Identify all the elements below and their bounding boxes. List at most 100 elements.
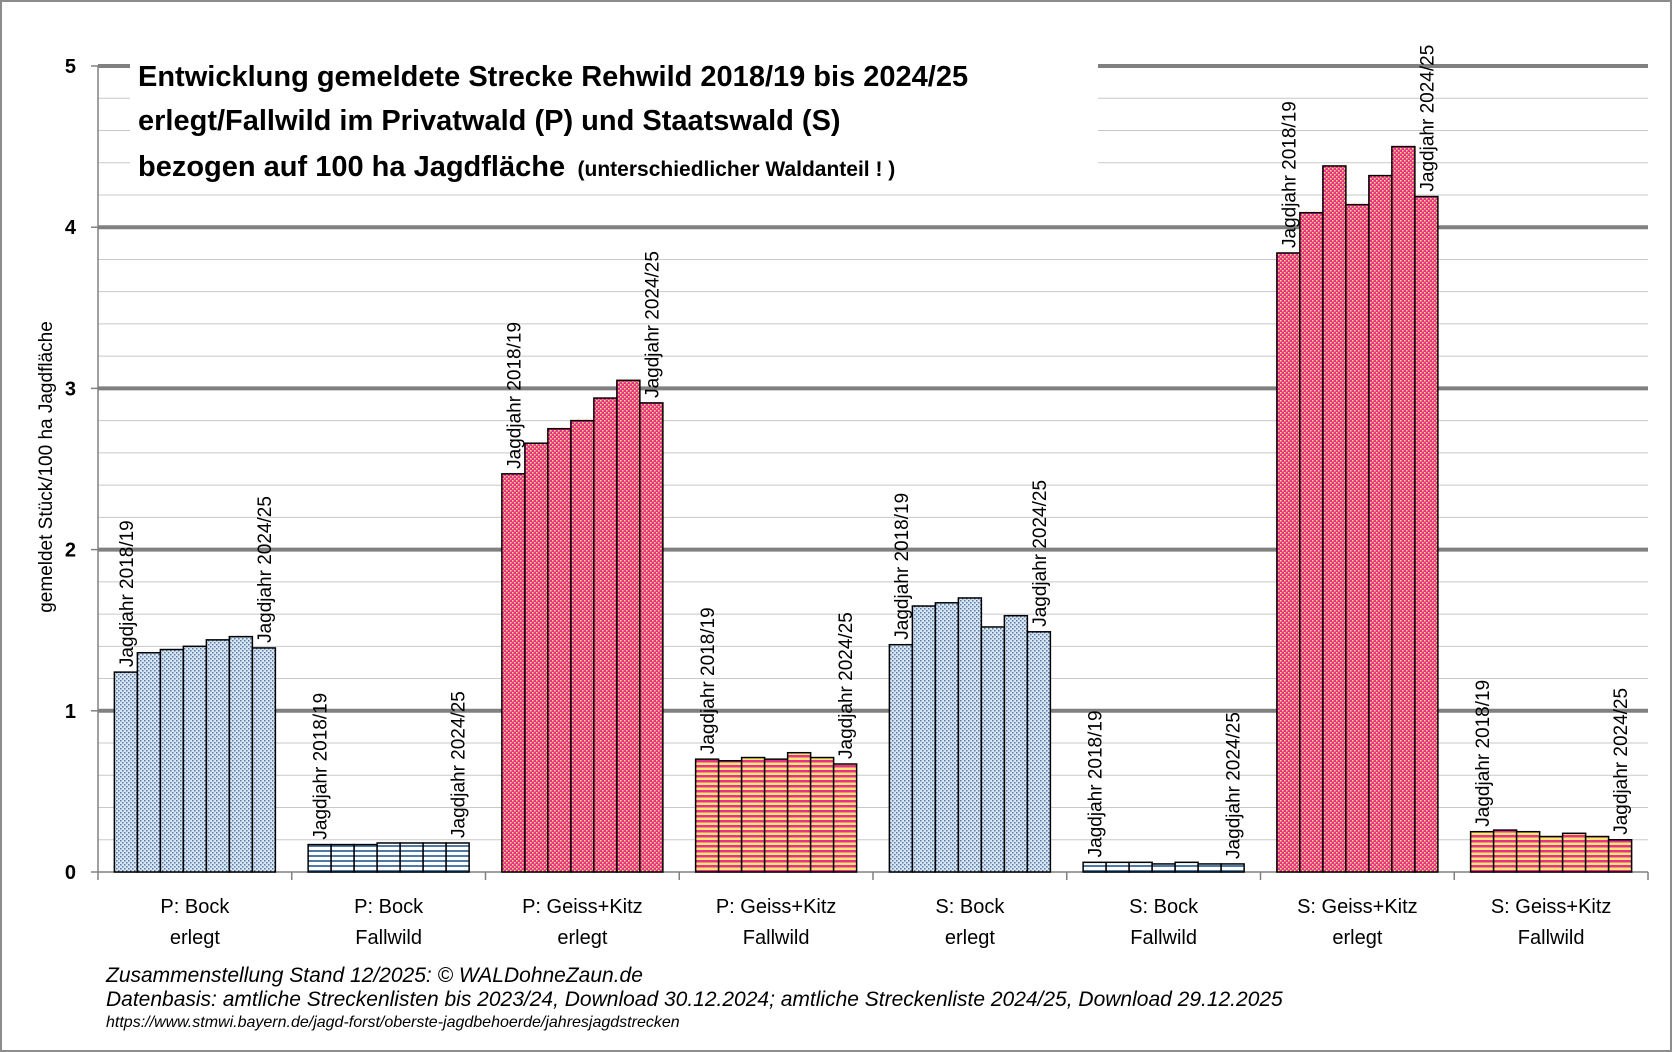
year-label: Jagdjahr 2024/25 bbox=[1030, 480, 1051, 627]
bar bbox=[1607, 839, 1633, 873]
year-label: Jagdjahr 2018/19 bbox=[1473, 680, 1494, 827]
category-labels: P: Bock erlegt P: Bock Fallwild P: Geiss+Kit… bbox=[160, 896, 1611, 949]
bar bbox=[136, 652, 162, 873]
y-tick-label: 2 bbox=[65, 540, 76, 562]
bar bbox=[809, 756, 835, 873]
bar bbox=[1561, 832, 1587, 873]
bar bbox=[228, 635, 254, 873]
category-label-line2: erlegt bbox=[557, 927, 607, 949]
category-label-line2: erlegt bbox=[1332, 927, 1382, 949]
bar bbox=[353, 843, 378, 873]
title-line-2: erlegt/Fallwild im Privatwald (P) und St… bbox=[138, 105, 841, 137]
bar bbox=[1368, 174, 1393, 873]
bar bbox=[1345, 203, 1370, 873]
bar bbox=[1492, 829, 1518, 873]
title-box: Entwicklung gemeldete Strecke Rehwild 20… bbox=[130, 52, 1098, 190]
category-label-line2: Fallwild bbox=[355, 927, 422, 949]
bar bbox=[1151, 863, 1176, 873]
footer-line-3: https://www.stmwi.bayern.de/jagd-forst/o… bbox=[106, 1014, 680, 1031]
bar bbox=[1469, 830, 1495, 873]
category-label-line1: P: Geiss+Kitz bbox=[716, 896, 837, 918]
bar bbox=[1515, 830, 1541, 873]
bar bbox=[717, 760, 743, 873]
y-tick-label: 1 bbox=[65, 701, 76, 723]
bar bbox=[182, 645, 208, 873]
bar bbox=[1082, 861, 1107, 873]
bar bbox=[445, 842, 470, 873]
bar bbox=[934, 602, 960, 873]
year-label: Jagdjahr 2018/19 bbox=[698, 607, 719, 754]
footer-line-1: Zusammenstellung Stand 12/2025: © WALDoh… bbox=[105, 964, 643, 987]
bar bbox=[159, 648, 185, 873]
category-label-line1: S: Bock bbox=[1129, 896, 1199, 918]
bar bbox=[570, 419, 595, 873]
bar bbox=[888, 643, 914, 873]
category-label-line2: erlegt bbox=[170, 927, 220, 949]
bar bbox=[113, 671, 139, 873]
bar bbox=[501, 473, 526, 873]
year-label: Jagdjahr 2024/25 bbox=[836, 612, 857, 759]
bar bbox=[330, 843, 355, 873]
year-label: Jagdjahr 2024/25 bbox=[642, 251, 663, 398]
category-label-line1: P: Geiss+Kitz bbox=[522, 896, 643, 918]
bar bbox=[1220, 863, 1245, 873]
title-line-1: Entwicklung gemeldete Strecke Rehwild 20… bbox=[138, 61, 968, 93]
bar bbox=[1128, 861, 1153, 873]
year-labels: Jagdjahr 2018/19 Jagdjahr 2024/25 Jagdjahr… bbox=[117, 45, 1632, 859]
category-label-line1: S: Bock bbox=[935, 896, 1005, 918]
bar bbox=[1276, 252, 1301, 873]
bar bbox=[980, 626, 1006, 873]
category-label-line1: S: Geiss+Kitz bbox=[1297, 896, 1418, 918]
category-label-line2: Fallwild bbox=[1130, 927, 1197, 949]
bar bbox=[307, 843, 332, 873]
bar bbox=[524, 442, 549, 873]
bar bbox=[376, 842, 401, 873]
bar bbox=[1391, 145, 1416, 873]
year-label: Jagdjahr 2024/25 bbox=[1417, 45, 1438, 192]
bar bbox=[832, 763, 858, 873]
year-label: Jagdjahr 2018/19 bbox=[892, 493, 913, 640]
y-tick-label: 0 bbox=[65, 862, 76, 884]
bar bbox=[639, 402, 664, 873]
bar bbox=[593, 397, 618, 873]
bar bbox=[1538, 835, 1564, 873]
bars bbox=[113, 145, 1633, 873]
bar bbox=[1105, 861, 1130, 873]
category-label-line2: Fallwild bbox=[743, 927, 810, 949]
category-label-line2: Fallwild bbox=[1518, 927, 1585, 949]
bar bbox=[422, 842, 447, 873]
title-note: (unterschiedlicher Waldanteil ! ) bbox=[578, 158, 896, 181]
bar bbox=[547, 427, 572, 873]
year-label: Jagdjahr 2024/25 bbox=[449, 691, 470, 838]
y-tick-label: 3 bbox=[65, 378, 76, 400]
category-label-line2: erlegt bbox=[945, 927, 995, 949]
bar bbox=[740, 756, 766, 873]
category-label-line1: S: Geiss+Kitz bbox=[1491, 896, 1612, 918]
year-label: Jagdjahr 2024/25 bbox=[1224, 712, 1245, 859]
title-line-3-main: bezogen auf 100 ha Jagdfläche bbox=[138, 151, 565, 183]
bar bbox=[399, 842, 424, 873]
year-label: Jagdjahr 2018/19 bbox=[1086, 710, 1107, 857]
year-label: Jagdjahr 2024/25 bbox=[1611, 688, 1632, 835]
y-axis-label: gemeldet Stück/100 ha Jagdfläche bbox=[36, 321, 57, 613]
bar bbox=[1299, 211, 1324, 873]
bar bbox=[911, 605, 937, 873]
footer-line-2: Datenbasis: amtliche Streckenlisten bis … bbox=[106, 988, 1283, 1011]
bar bbox=[1322, 165, 1347, 873]
bar bbox=[957, 597, 983, 873]
year-label: Jagdjahr 2018/19 bbox=[117, 520, 138, 667]
category-label-line1: P: Bock bbox=[354, 896, 424, 918]
bar bbox=[1584, 835, 1610, 873]
bar bbox=[1026, 631, 1052, 873]
bar bbox=[251, 647, 277, 873]
bar bbox=[763, 758, 789, 873]
bar bbox=[1414, 195, 1439, 873]
title-line-3: bezogen auf 100 ha Jagdfläche (unterschi… bbox=[138, 151, 895, 183]
year-label: Jagdjahr 2018/19 bbox=[1279, 101, 1300, 248]
category-label-line1: P: Bock bbox=[160, 896, 230, 918]
year-label: Jagdjahr 2018/19 bbox=[311, 693, 332, 840]
year-label: Jagdjahr 2018/19 bbox=[504, 322, 525, 469]
bar bbox=[205, 639, 231, 873]
bar bbox=[1003, 614, 1029, 873]
